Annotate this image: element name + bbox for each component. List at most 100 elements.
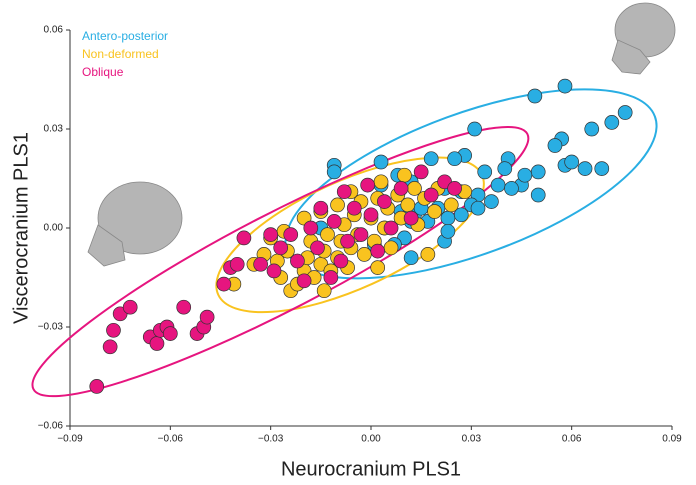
point	[296, 273, 312, 289]
point	[584, 121, 600, 137]
point	[370, 243, 386, 259]
point	[467, 121, 483, 137]
point	[504, 181, 519, 196]
point	[373, 154, 389, 170]
point	[484, 194, 499, 209]
y-tick-label: −0.06	[38, 421, 64, 432]
point	[106, 322, 121, 338]
point	[310, 240, 325, 256]
point	[617, 105, 633, 120]
skull-icon-right	[611, 2, 676, 75]
point	[363, 207, 379, 223]
point	[547, 138, 563, 153]
point	[263, 227, 279, 242]
legend-entry: Oblique	[82, 65, 124, 79]
point	[420, 247, 436, 262]
point	[229, 256, 245, 272]
point	[477, 164, 493, 180]
point	[122, 299, 138, 315]
point	[383, 240, 399, 256]
point	[373, 174, 389, 190]
point	[149, 336, 165, 351]
x-tick-label: −0.03	[258, 434, 284, 445]
point	[564, 154, 580, 170]
point	[333, 253, 349, 269]
point	[413, 164, 429, 180]
point	[199, 309, 215, 325]
point	[353, 227, 369, 242]
point	[470, 200, 486, 216]
skull-face	[87, 224, 126, 267]
y-tick-label: 0.00	[44, 223, 64, 234]
point	[340, 233, 355, 249]
point	[530, 187, 546, 203]
point	[403, 250, 419, 266]
series	[89, 164, 462, 394]
point	[370, 260, 386, 275]
point	[236, 230, 252, 246]
y-axis-title: Viscerocranium PLS1	[10, 132, 32, 324]
point	[320, 227, 335, 242]
point	[423, 151, 439, 167]
point	[290, 253, 305, 269]
point	[89, 379, 105, 394]
point	[176, 299, 192, 315]
y-tick-label: 0.06	[44, 25, 64, 36]
point	[530, 164, 546, 180]
y-tick-label: 0.03	[44, 124, 64, 135]
point	[326, 214, 342, 229]
point	[594, 161, 610, 176]
x-tick-label: 0.06	[562, 434, 582, 445]
x-tick-label: −0.09	[57, 434, 83, 445]
point	[336, 184, 352, 200]
point	[403, 210, 419, 226]
point	[557, 78, 573, 94]
legend-entry: Non-deformed	[82, 47, 159, 61]
point	[360, 177, 376, 193]
x-tick-label: 0.09	[662, 434, 682, 445]
legend-entry: Antero-posterior	[82, 29, 168, 43]
x-tick-label: 0.03	[462, 434, 482, 445]
point	[253, 256, 268, 272]
point	[283, 227, 299, 242]
x-tick-label: −0.06	[158, 434, 184, 445]
point	[326, 164, 342, 180]
point	[316, 283, 332, 299]
point	[356, 247, 372, 262]
point	[346, 200, 362, 216]
point	[517, 167, 533, 183]
point	[323, 270, 339, 285]
skull-face	[611, 39, 651, 75]
point	[266, 263, 282, 279]
point	[400, 197, 416, 213]
point	[443, 197, 459, 213]
point	[427, 204, 442, 219]
x-tick-label: 0.00	[361, 434, 381, 445]
point	[273, 240, 289, 256]
point	[393, 181, 409, 196]
y-tick-label: −0.03	[38, 322, 64, 333]
point	[303, 220, 319, 236]
point	[313, 200, 329, 216]
point	[383, 220, 399, 236]
point	[330, 197, 345, 213]
point	[377, 194, 392, 209]
point	[453, 207, 469, 223]
point	[497, 161, 513, 176]
point	[102, 339, 118, 355]
x-axis-title: Neurocranium PLS1	[281, 458, 461, 480]
point	[397, 167, 412, 183]
point	[527, 88, 543, 104]
point	[440, 223, 456, 239]
skull-icon-left	[87, 181, 183, 267]
confidence-ellipse	[31, 126, 530, 398]
point	[447, 181, 462, 196]
point	[604, 115, 620, 130]
point	[490, 177, 506, 193]
point	[216, 276, 232, 292]
point	[423, 187, 439, 203]
point	[162, 326, 178, 341]
point	[577, 161, 593, 176]
